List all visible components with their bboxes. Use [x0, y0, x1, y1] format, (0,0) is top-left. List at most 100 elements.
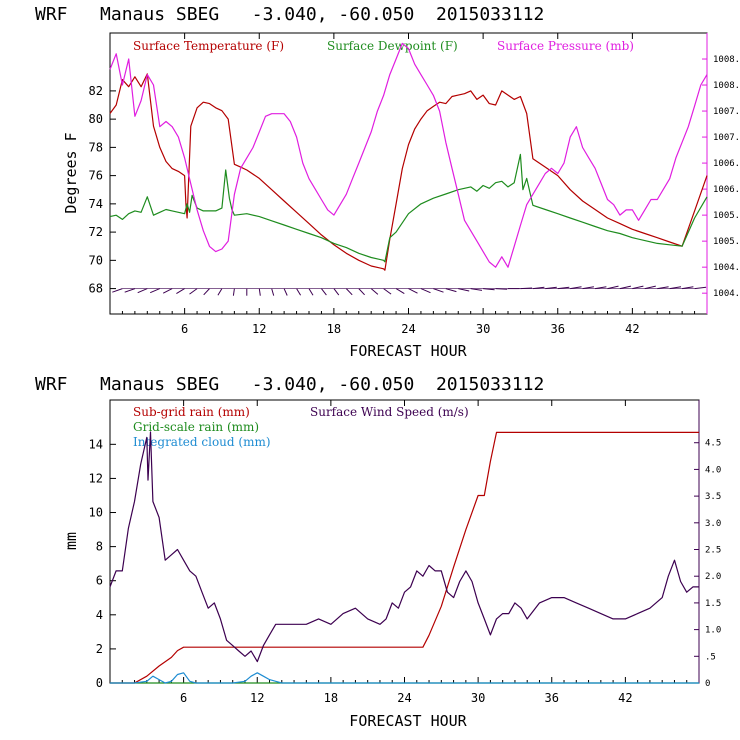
right-tick-label: 1006.5: [713, 159, 740, 169]
wind-barb: [345, 288, 353, 296]
x-tick-label: 42: [625, 322, 639, 336]
y-tick-label: 14: [89, 437, 103, 451]
y-tick-label: 0: [96, 676, 103, 690]
right-tick-label: 1.0: [705, 626, 721, 636]
wind-barb: [283, 288, 288, 296]
right-tick-label: 3.0: [705, 519, 721, 529]
series-line-surface-wind-speed: [109, 431, 699, 663]
y-tick-label: 72: [89, 225, 103, 239]
panel2-y-ticks: 0 2 4 6 8 10 12 14: [89, 437, 116, 690]
wind-barb: [470, 288, 483, 291]
precip-panel: WRF Manaus SBEG -3.040, -60.050 20150331…: [35, 374, 721, 730]
x-tick-label: 24: [397, 691, 411, 705]
legend-surface-pressure: Surface Pressure (mb): [497, 39, 634, 53]
x-tick-label: 18: [324, 691, 338, 705]
legend-surface-wind-speed: Surface Wind Speed (m/s): [310, 405, 469, 419]
panel1-frame: [109, 32, 708, 315]
right-tick-label: 1005.5: [713, 211, 740, 221]
y-tick-label: 78: [89, 140, 103, 154]
x-tick-label: 6: [181, 322, 188, 336]
wind-barb: [395, 288, 405, 295]
x-tick-label: 12: [252, 322, 266, 336]
panel1-ylabel: Degrees F: [62, 132, 80, 213]
y-tick-label: 74: [89, 197, 103, 211]
wind-barb: [445, 288, 457, 293]
series-line-surface-pressure: [109, 42, 708, 268]
wind-barb: [232, 288, 235, 296]
right-tick-label: 1008.5: [713, 55, 740, 65]
x-tick-label: 18: [327, 322, 341, 336]
right-tick-label: .5: [705, 652, 716, 662]
panel2-right-ticks: 0 .5 1.0 1.5 2.0 2.5 3.0 3.5 4.0 4.5: [694, 439, 721, 689]
wind-barb: [333, 288, 340, 296]
panel2-title: WRF Manaus SBEG -3.040, -60.050 20150331…: [35, 374, 544, 395]
right-tick-label: 4.0: [705, 465, 721, 475]
temperature-panel: WRF Manaus SBEG -3.040, -60.050 20150331…: [35, 4, 740, 360]
legend-integrated-cloud: Integrated cloud (mm): [133, 435, 271, 449]
wind-barb: [296, 288, 302, 296]
panel2-xlabel: FORECAST HOUR: [349, 712, 467, 730]
right-tick-label: 2.5: [705, 546, 721, 556]
y-tick-label: 68: [89, 282, 103, 296]
wind-barb: [176, 288, 185, 295]
x-tick-label: 24: [401, 322, 415, 336]
wind-barb: [258, 288, 261, 296]
series-line-surface-temperature: [109, 73, 708, 271]
x-tick-label: 6: [180, 691, 187, 705]
wind-barb: [162, 288, 173, 294]
y-tick-label: 8: [96, 540, 103, 554]
wind-barb: [458, 288, 470, 292]
wind-barb: [408, 288, 418, 294]
x-tick-label: 12: [250, 691, 264, 705]
right-tick-label: 1005.0: [713, 237, 740, 247]
right-tick-label: 3.5: [705, 492, 721, 502]
wind-barb: [124, 288, 136, 293]
y-tick-label: 6: [96, 574, 103, 588]
right-tick-label: 1.5: [705, 599, 721, 609]
legend-surface-dewpoint: Surface Dewpoint (F): [327, 39, 458, 53]
y-tick-label: 4: [96, 608, 103, 622]
wind-barb: [137, 288, 148, 294]
wind-barb: [217, 288, 223, 296]
wind-barb: [308, 288, 314, 296]
wind-barb: [619, 285, 632, 290]
legend-surface-temperature: Surface Temperature (F): [133, 39, 284, 53]
y-tick-label: 12: [89, 471, 103, 485]
panel1-xlabel: FORECAST HOUR: [349, 342, 467, 360]
x-tick-label: 30: [471, 691, 485, 705]
wind-barb: [420, 288, 431, 294]
panel1-y-ticks: 68 70 72 74 76 78 80 82: [89, 84, 116, 296]
panel2-ylabel: mm: [62, 532, 80, 550]
wind-barb: [644, 285, 656, 290]
wind-barb: [694, 286, 707, 290]
wind-barb: [189, 288, 198, 295]
wind-barb: [383, 288, 392, 295]
wind-barb: [632, 285, 644, 290]
y-tick-label: 10: [89, 506, 103, 520]
x-tick-label: 36: [545, 691, 559, 705]
panel1-series: [109, 42, 708, 271]
y-tick-label: 82: [89, 84, 103, 98]
wind-barb: [358, 288, 365, 296]
wind-barb: [433, 288, 444, 293]
right-tick-label: 4.5: [705, 439, 721, 449]
x-tick-label: 30: [476, 322, 490, 336]
right-tick-label: 1004.5: [713, 263, 740, 273]
right-tick-label: 1008.0: [713, 81, 740, 91]
right-tick-label: 1007.0: [713, 133, 740, 143]
wind-barb: [203, 288, 210, 296]
series-line-sub-grid-rain: [110, 431, 699, 684]
panel1-right-ticks: 1004.0 1004.5 1005.0 1005.5 1006.0 1006.5 1007…: [702, 55, 740, 299]
right-tick-label: 2.0: [705, 572, 721, 582]
legend-subgrid-rain: Sub-grid rain (mm): [133, 405, 250, 419]
y-tick-label: 76: [89, 169, 103, 183]
wind-barb: [607, 285, 619, 290]
y-tick-label: 70: [89, 253, 103, 267]
right-tick-label: 1004.0: [713, 289, 740, 299]
y-tick-label: 2: [96, 642, 103, 656]
panel2-x-ticks: 6 12 18 24 30 36 42: [121, 400, 688, 705]
y-tick-label: 80: [89, 112, 103, 126]
wind-barb: [150, 288, 160, 294]
legend-gridscale-rain: Grid-scale rain (mm): [133, 420, 259, 434]
wind-barb: [370, 288, 379, 295]
